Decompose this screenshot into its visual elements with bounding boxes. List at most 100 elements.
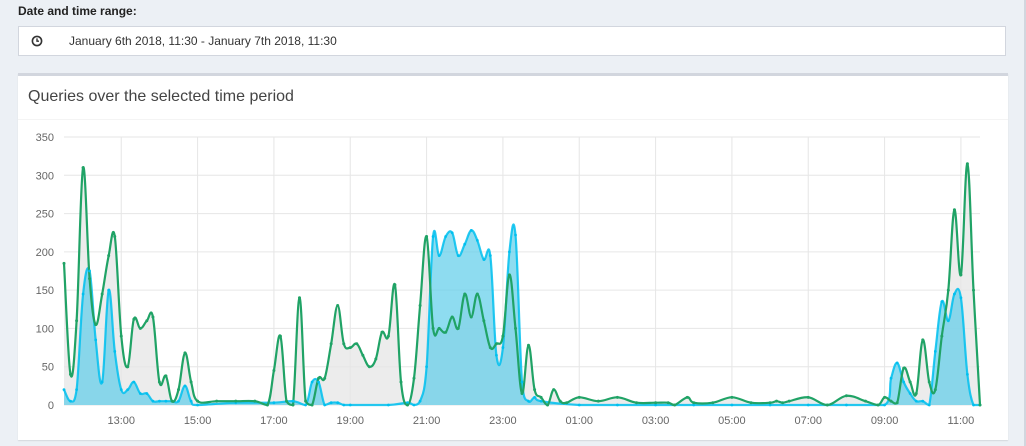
x-tick-label: 15:00 [184, 415, 212, 427]
series-green-point [272, 369, 276, 373]
series-green-point [336, 303, 340, 307]
series-green-point [285, 399, 289, 403]
x-tick-label: 03:00 [642, 415, 670, 427]
series-blue-point [62, 388, 66, 392]
series-green-point [914, 392, 918, 396]
series-blue-point [119, 388, 123, 392]
y-tick-label: 0 [48, 400, 54, 412]
series-blue-point [126, 388, 130, 392]
series-blue-point [437, 254, 441, 258]
series-green-point [533, 388, 537, 392]
series-green-point [75, 319, 79, 323]
series-blue-point [902, 380, 906, 384]
series-green-point [475, 292, 479, 296]
series-green-point [113, 235, 117, 239]
series-blue-point [272, 401, 276, 405]
series-green-point [361, 353, 365, 357]
series-green-point [806, 395, 810, 399]
series-blue-point [450, 231, 454, 235]
series-green-point [781, 401, 785, 405]
panel-divider [18, 119, 1008, 120]
series-green-point [921, 338, 925, 342]
series-green-point [196, 399, 200, 403]
date-range-label: Date and time range: [18, 4, 137, 18]
series-blue-point [310, 380, 314, 384]
series-green-point [526, 343, 530, 347]
series-green-point [501, 334, 505, 338]
series-blue-point [100, 380, 104, 384]
series-green-point [62, 261, 66, 265]
series-blue-point [501, 346, 505, 349]
panel-title: Queries over the selected time period [28, 88, 294, 105]
series-green-point [908, 380, 912, 384]
series-blue-point [933, 350, 937, 353]
series-green-point [374, 357, 378, 361]
y-tick-label: 200 [36, 247, 54, 259]
series-green-point [902, 366, 906, 370]
series-blue-point [329, 401, 333, 405]
series-blue-point [145, 392, 149, 395]
series-blue-point [189, 399, 193, 403]
series-blue-point [164, 399, 168, 403]
series-green-point [126, 365, 130, 369]
series-blue-point [323, 403, 327, 407]
series-green-point [425, 235, 429, 239]
series-green-point [978, 403, 982, 407]
series-blue-point [953, 292, 956, 296]
series-green-point [291, 403, 295, 407]
x-tick-label: 23:00 [489, 415, 517, 427]
series-green-point [654, 401, 658, 405]
x-tick-label: 09:00 [871, 415, 899, 427]
series-green-point [488, 346, 492, 350]
series-green-point [615, 395, 619, 399]
series-blue-point [151, 399, 155, 403]
series-green-point [972, 288, 976, 292]
series-blue-point [527, 399, 530, 403]
series-green-point [94, 323, 98, 327]
series-green-point [304, 399, 308, 403]
date-range-picker[interactable]: January 6th 2018, 11:30 - January 7th 20… [18, 26, 1006, 56]
series-green-point [876, 403, 880, 407]
series-blue-point [88, 269, 91, 273]
series-blue-point [845, 403, 848, 407]
series-green-point [406, 403, 409, 407]
scrollbar-edge[interactable] [1024, 0, 1026, 446]
series-blue-point [177, 399, 180, 403]
series-green-point [730, 395, 734, 399]
series-blue-point [908, 392, 912, 395]
series-green-point [164, 374, 168, 378]
series-green-point [278, 334, 282, 338]
series-green-area [64, 163, 980, 405]
series-green-point [959, 273, 963, 277]
series-green-point [68, 372, 72, 376]
series-green-point [539, 395, 543, 399]
x-tick-label: 21:00 [413, 415, 441, 427]
series-blue-point [94, 338, 98, 342]
series-green-point [310, 403, 314, 407]
series-green-point [965, 162, 969, 166]
series-blue-point [406, 401, 409, 405]
series-blue-point [654, 403, 657, 407]
series-green-point [189, 380, 193, 384]
series-green-point [88, 277, 92, 281]
series-blue-point [418, 399, 422, 403]
series-blue-point [914, 399, 918, 403]
series-blue-point [966, 372, 969, 376]
clock-icon [19, 27, 55, 55]
series-blue-point [291, 399, 295, 403]
series-green-point [399, 380, 403, 384]
series-blue-point [806, 403, 810, 407]
y-tick-label: 300 [36, 170, 54, 182]
series-green-point [265, 403, 269, 407]
series-green-point [418, 303, 422, 307]
series-green-point [100, 292, 104, 296]
series-green-point [393, 283, 397, 287]
series-blue-point [158, 399, 161, 403]
series-green-point [775, 399, 779, 403]
series-green-point [825, 403, 829, 407]
x-tick-label: 07:00 [794, 415, 822, 427]
series-green-line [62, 162, 982, 407]
series-green-point [183, 351, 187, 355]
series-blue-point [495, 353, 498, 357]
series-green-point [367, 365, 371, 369]
